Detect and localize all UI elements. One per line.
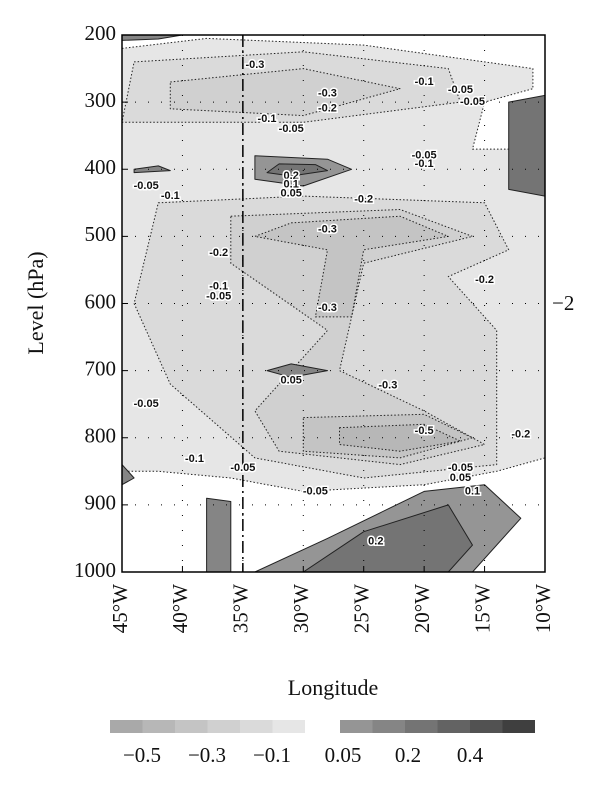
x-tick-label: 25°W <box>350 584 374 633</box>
y-axis-label: Level (hPa) <box>23 251 48 354</box>
y-tick-label: 700 <box>85 356 117 380</box>
colorbar-swatch <box>502 720 535 733</box>
plot-frame <box>121 34 546 573</box>
annotation: −2 <box>552 291 574 315</box>
contour-label: 0.05 <box>450 472 471 484</box>
x-axis-label: Longitude <box>288 675 378 700</box>
colorbar-swatch <box>372 720 405 733</box>
contour-label: -0.2 <box>354 193 373 205</box>
contour-region <box>230 209 486 466</box>
contour-label: -0.2 <box>511 428 530 440</box>
colorbar-tick-label: 0.2 <box>395 743 421 767</box>
contour-label: -0.05 <box>448 84 473 96</box>
contour-label: -0.05 <box>134 398 159 410</box>
contour-label: 0.05 <box>280 375 301 387</box>
contour-label: -0.1 <box>415 158 434 170</box>
contour-region <box>133 165 171 174</box>
colorbar-swatch <box>405 720 438 733</box>
contour-label: -0.3 <box>318 87 337 99</box>
contour-label: -0.3 <box>245 59 264 71</box>
y-tick-label: 200 <box>85 21 117 45</box>
contour-label: -0.05 <box>303 485 328 497</box>
y-tick-label: 1000 <box>74 558 116 582</box>
contour-label: 0.1 <box>284 179 299 191</box>
colorbar-tick-label: −0.1 <box>253 743 291 767</box>
contour-label: -0.3 <box>378 379 397 391</box>
contour-label: -0.05 <box>230 462 255 474</box>
contour-label: -0.1 <box>161 190 180 202</box>
contour-label: 0.2 <box>368 536 383 548</box>
colorbar-swatch <box>470 720 503 733</box>
x-tick-label: 30°W <box>289 584 313 633</box>
colorbar-swatch <box>340 720 373 733</box>
colorbar-tick-label: 0.4 <box>457 743 484 767</box>
x-tick-label: 35°W <box>229 584 253 633</box>
contour-region <box>266 363 328 378</box>
contour-label: -0.05 <box>134 180 159 192</box>
contour-region <box>266 163 328 177</box>
contour-label: -0.3 <box>318 224 337 236</box>
contour-field <box>122 35 545 572</box>
contour-label: -0.5 <box>415 425 434 437</box>
colorbar-swatch <box>175 720 208 733</box>
contour-label: -0.05 <box>448 462 473 474</box>
contour-region <box>122 464 135 486</box>
colorbar-swatch <box>437 720 470 733</box>
contour-label: 0.1 <box>465 485 480 497</box>
colorbar-swatch <box>240 720 273 733</box>
colorbar-swatch <box>142 720 175 733</box>
contour-region <box>508 94 545 197</box>
x-tick-label: 45°W <box>108 584 132 633</box>
y-tick-label: 600 <box>85 289 117 313</box>
contour-region <box>122 35 183 41</box>
contour-label: 0.2 <box>284 170 299 182</box>
y-tick-label: 800 <box>85 424 117 448</box>
colorbar-tick-label: 0.05 <box>325 743 362 767</box>
contour-label: -0.2 <box>209 247 228 259</box>
y-tick-label: 900 <box>85 491 117 515</box>
contour-region <box>302 504 473 572</box>
contour-label: -0.1 <box>415 76 434 88</box>
contour-label: -0.05 <box>460 96 485 108</box>
contour-region <box>169 68 401 117</box>
contour-region <box>206 497 232 572</box>
contour-label: -0.05 <box>412 150 437 162</box>
contour-region <box>254 215 449 318</box>
x-tick-label: 10°W <box>531 584 555 633</box>
contour-label: -0.2 <box>318 103 337 115</box>
contour-label: -0.05 <box>206 291 231 303</box>
x-tick-label: 20°W <box>410 584 434 633</box>
contour-label: -0.05 <box>279 123 304 135</box>
contour-label: -0.2 <box>475 274 494 286</box>
y-tick-label: 500 <box>85 222 117 246</box>
contour-label: -0.3 <box>318 302 337 314</box>
colorbar-tick-label: −0.3 <box>188 743 226 767</box>
colorbar-swatch <box>110 720 143 733</box>
colorbar-swatch <box>272 720 305 733</box>
contour-label: -0.1 <box>209 281 228 293</box>
colorbar-swatch <box>207 720 240 733</box>
x-tick-label: 15°W <box>470 584 494 633</box>
colorbar-tick-label: −0.5 <box>123 743 161 767</box>
contour-label: 0.05 <box>280 187 301 199</box>
y-tick-label: 300 <box>85 88 117 112</box>
contour-label: -0.1 <box>185 453 204 465</box>
y-tick-label: 400 <box>85 155 117 179</box>
contour-label: -0.1 <box>258 113 277 125</box>
contour-region <box>339 423 461 452</box>
x-tick-label: 40°W <box>168 584 192 633</box>
